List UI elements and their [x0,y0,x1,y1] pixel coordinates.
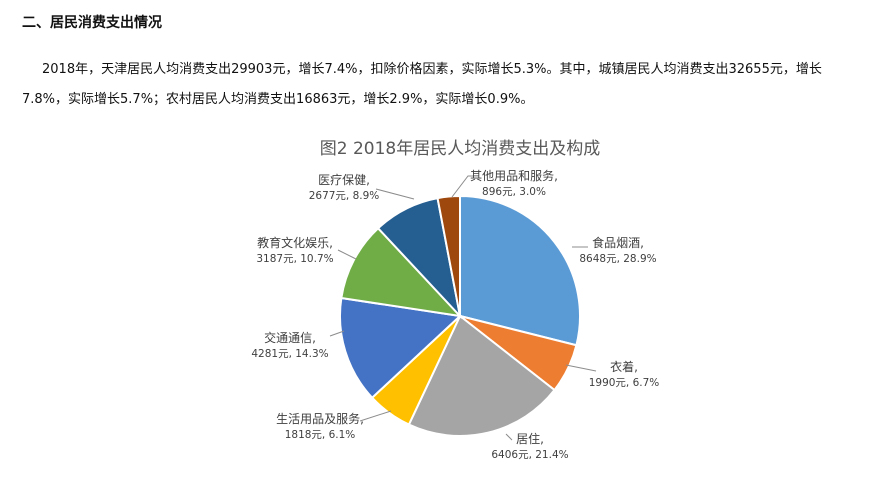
slice-category-label: 医疗保健, [318,173,370,187]
leader-line [337,249,357,260]
slice-category-label: 生活用品及服务, [276,411,364,426]
slice-value-label: 1990元, 6.7% [589,377,660,389]
body-paragraph: 2018年，天津居民人均消费支出29903元，增长7.4%，扣除价格因素，实际增… [22,62,822,107]
slice-value-label: 896元, 3.0% [482,186,546,198]
pie-slice [338,296,463,400]
slice-value-label: 1818元, 6.1% [285,429,356,441]
chart-title: 图2 2018年居民人均消费支出及构成 [320,139,600,159]
leader-line [375,188,415,200]
leader-line [505,433,513,441]
leader-line [329,330,345,337]
slice-category-label: 居住, [516,432,544,446]
slice-category-label: 食品烟酒, [592,235,644,250]
slice-category-label: 其他用品和服务, [470,168,558,183]
leader-line [565,364,597,372]
slice-value-label: 6406元, 21.4% [491,449,568,461]
slice-category-label: 教育文化娱乐, [257,235,333,250]
slice-category-label: 衣着, [610,359,638,374]
slice-value-label: 8648元, 28.9% [579,253,656,265]
pie-slice [459,194,581,347]
slice-value-label: 3187元, 10.7% [256,253,333,265]
section-heading: 二、居民消费支出情况 [22,15,162,31]
slice-category-label: 交通通信, [264,330,316,345]
pie-slice [407,314,556,437]
leader-line [451,175,474,198]
leader-line [359,410,392,422]
slice-value-label: 4281元, 14.3% [251,348,328,360]
pie-slice [436,194,461,317]
pie-slice [340,226,463,318]
slice-value-label: 2677元, 8.9% [309,190,380,202]
